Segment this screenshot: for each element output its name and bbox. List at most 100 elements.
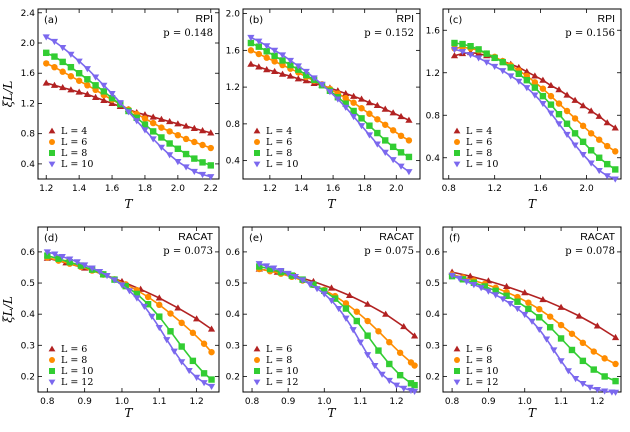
- legend-marker: [253, 379, 261, 386]
- y-tick-label: 0.5: [426, 279, 440, 289]
- data-point: [371, 362, 379, 370]
- data-point: [381, 105, 389, 112]
- legend-marker: [454, 357, 460, 363]
- data-point: [411, 381, 418, 389]
- legend-marker: [49, 368, 55, 374]
- data-point: [466, 52, 475, 59]
- data-point: [51, 251, 59, 258]
- data-point: [84, 76, 91, 83]
- series-l12: [448, 272, 620, 396]
- parameter-label: p = 0.075: [364, 246, 414, 257]
- data-point: [170, 348, 178, 355]
- data-point: [407, 380, 415, 387]
- legend-label: L = 10: [466, 159, 498, 170]
- data-point: [190, 124, 198, 131]
- data-point: [531, 84, 539, 91]
- data-point: [133, 295, 141, 302]
- y-axis-label: ξL/L: [1, 81, 15, 108]
- data-point: [124, 109, 133, 116]
- model-name: RPI: [396, 13, 414, 25]
- data-point: [375, 347, 382, 354]
- legend-label: L = 10: [61, 159, 93, 170]
- data-point: [450, 52, 459, 59]
- parameter-label: p = 0.073: [163, 246, 213, 257]
- data-point: [313, 286, 321, 293]
- legend-marker: [253, 127, 261, 134]
- legend-marker: [453, 127, 461, 134]
- data-point: [342, 100, 349, 107]
- data-point: [587, 147, 595, 154]
- legend-marker: [48, 127, 56, 134]
- data-point: [100, 82, 108, 89]
- y-tick-label: 0.2: [21, 372, 35, 382]
- x-tick-label: 1.2: [189, 397, 203, 407]
- legend-marker: [253, 161, 261, 168]
- data-point: [158, 134, 165, 141]
- panel-tag: (c): [449, 15, 462, 26]
- data-point: [483, 59, 491, 66]
- data-point: [75, 77, 83, 84]
- y-tick-label: 0.8: [226, 120, 241, 130]
- data-point: [450, 46, 459, 53]
- data-point: [110, 277, 119, 284]
- x-tick-label: 1.2: [39, 184, 53, 194]
- data-point: [200, 340, 208, 347]
- data-point: [514, 298, 521, 305]
- data-point: [587, 107, 595, 114]
- data-point: [103, 273, 111, 280]
- y-tick-label: 0.4: [426, 310, 441, 320]
- model-name: RACAT: [379, 231, 414, 243]
- data-point: [547, 92, 555, 100]
- data-point: [286, 72, 295, 79]
- data-point: [603, 173, 611, 180]
- legend-label: L = 10: [61, 366, 93, 377]
- data-point: [77, 262, 85, 269]
- data-point: [539, 92, 547, 100]
- data-point: [356, 339, 364, 346]
- data-point: [108, 99, 116, 107]
- data-point: [118, 282, 126, 289]
- panel-c: 0.8 1.2 1.6 2.0 0.4 0.8 1.2 1.6 T (c) RPI p = 0.156…: [426, 8, 622, 211]
- data-point: [358, 105, 365, 112]
- data-point: [255, 261, 263, 268]
- data-point: [178, 359, 186, 366]
- data-point: [174, 131, 182, 139]
- legend-marker: [49, 139, 55, 145]
- data-point: [557, 321, 565, 329]
- data-point: [108, 91, 116, 98]
- legend-marker: [49, 150, 55, 156]
- data-point: [528, 318, 536, 325]
- data-point: [67, 73, 75, 80]
- legend-marker: [453, 379, 461, 386]
- x-tick-label: 1.8: [138, 184, 153, 194]
- data-point: [67, 86, 75, 93]
- data-point: [334, 96, 342, 103]
- data-point: [601, 373, 608, 380]
- data-point: [563, 91, 571, 98]
- legend-marker: [254, 139, 260, 145]
- x-tick-label: 2.2: [204, 184, 218, 194]
- data-point: [174, 159, 182, 166]
- data-point: [133, 118, 141, 125]
- data-point: [382, 137, 389, 144]
- data-point: [400, 385, 408, 392]
- series-l10: [42, 34, 215, 181]
- data-point: [506, 301, 514, 308]
- x-tick-label: 2.0: [579, 184, 594, 194]
- x-axis-label: T: [327, 197, 336, 211]
- data-point: [247, 47, 255, 54]
- data-point: [386, 338, 393, 346]
- data-point: [182, 164, 190, 171]
- data-point: [470, 282, 478, 289]
- data-point: [507, 73, 515, 80]
- data-point: [499, 68, 507, 75]
- data-point: [366, 110, 373, 117]
- data-point: [557, 335, 565, 342]
- x-tick-label: 1.0: [518, 397, 533, 407]
- data-point: [571, 115, 579, 122]
- data-point: [579, 152, 587, 159]
- data-point: [116, 100, 124, 107]
- legend-label: L = 8: [466, 355, 492, 366]
- data-point: [255, 63, 263, 70]
- data-point: [174, 304, 182, 311]
